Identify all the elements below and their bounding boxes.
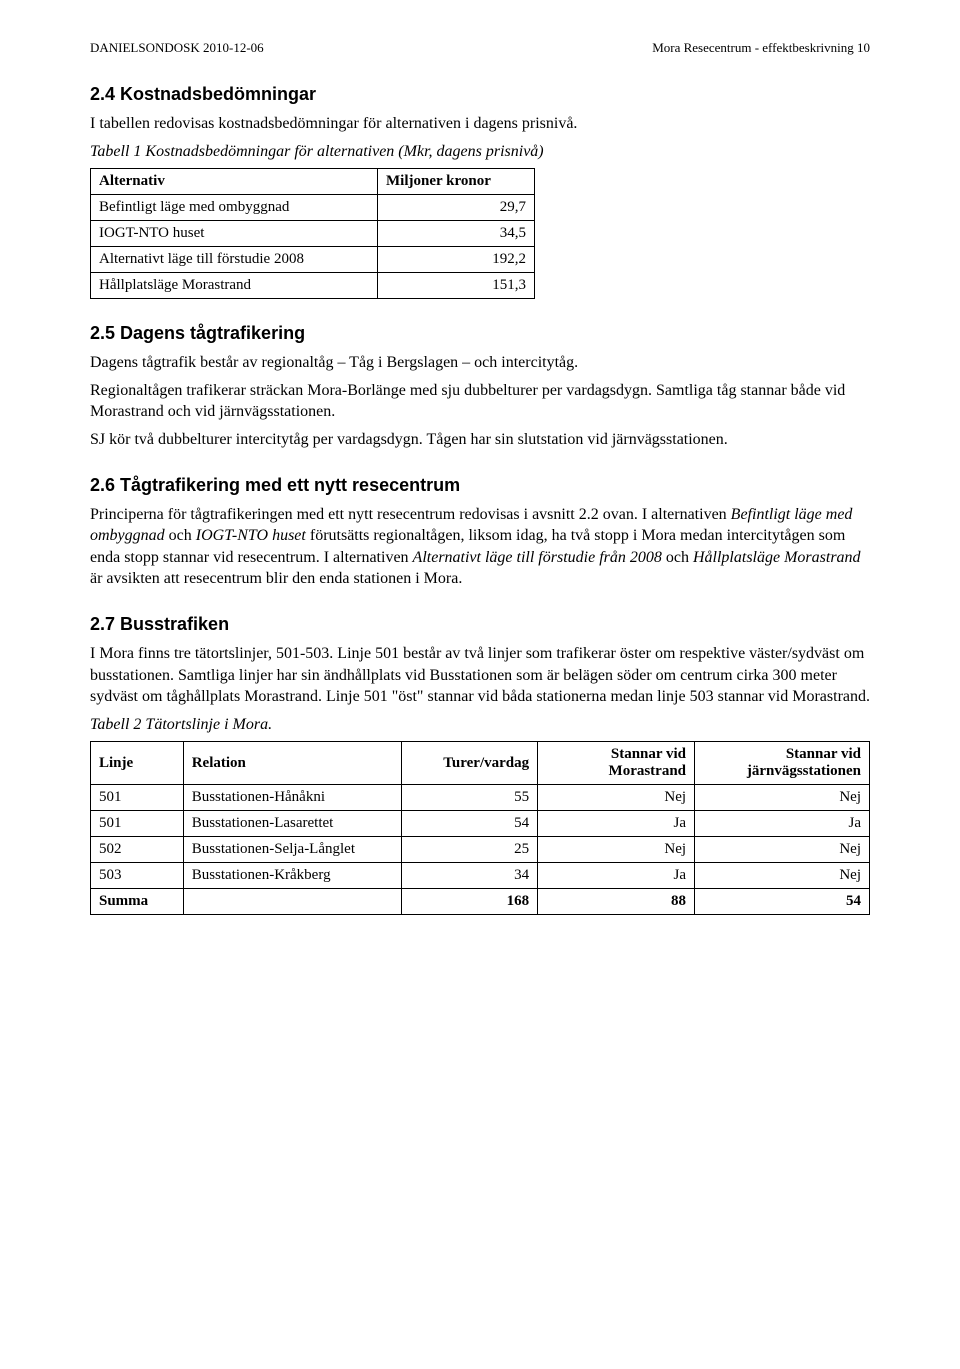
table-2-sum-row: Summa 168 88 54 — [91, 889, 870, 915]
t2-sum3: 88 — [538, 889, 695, 915]
t2-h2: Turer/vardag — [401, 742, 538, 785]
t2-r3c3: Ja — [538, 863, 695, 889]
table-2: Linje Relation Turer/vardag Stannar vid … — [90, 741, 870, 915]
t2-r0c0: 501 — [91, 785, 184, 811]
table-row: 503 Busstationen-Kråkberg 34 Ja Nej — [91, 863, 870, 889]
s26-d: IOGT-NTO huset — [196, 527, 306, 544]
t1-r2c1: 192,2 — [378, 247, 535, 273]
para-2-7-1: I Mora finns tre tätortslinjer, 501-503.… — [90, 643, 870, 708]
heading-2-7: 2.7 Busstrafiken — [90, 614, 870, 635]
t2-r0c2: 55 — [401, 785, 538, 811]
table-row: 501 Busstationen-Hånåkni 55 Nej Nej — [91, 785, 870, 811]
para-2-4-1: I tabellen redovisas kostnadsbedömningar… — [90, 113, 870, 135]
t1-r0c1: 29,7 — [378, 195, 535, 221]
t1-h1: Miljoner kronor — [378, 169, 535, 195]
t2-sum4: 54 — [695, 889, 870, 915]
t2-sum-label: Summa — [91, 889, 184, 915]
t2-r1c1: Busstationen-Lasarettet — [183, 811, 401, 837]
table1-caption: Tabell 1 Kostnadsbedömningar för alterna… — [90, 141, 870, 163]
s26-h: Hållplatsläge Morastrand — [693, 549, 861, 566]
t2-r3c2: 34 — [401, 863, 538, 889]
t1-r1c1: 34,5 — [378, 221, 535, 247]
t2-r1c2: 54 — [401, 811, 538, 837]
table2-caption: Tabell 2 Tätortslinje i Mora. — [90, 714, 870, 736]
t2-h3: Stannar vid Morastrand — [538, 742, 695, 785]
t2-r1c4: Ja — [695, 811, 870, 837]
table-row: Befintligt läge med ombyggnad 29,7 — [91, 195, 535, 221]
t2-r1c3: Ja — [538, 811, 695, 837]
t2-r3c1: Busstationen-Kråkberg — [183, 863, 401, 889]
t2-r1c0: 501 — [91, 811, 184, 837]
header-left: DANIELSONDOSK 2010-12-06 — [90, 40, 264, 56]
table-1-header-row: Alternativ Miljoner kronor — [91, 169, 535, 195]
t2-r2c3: Nej — [538, 837, 695, 863]
heading-2-6: 2.6 Tågtrafikering med ett nytt resecent… — [90, 475, 870, 496]
heading-2-4: 2.4 Kostnadsbedömningar — [90, 84, 870, 105]
s26-f: Alternativt läge till förstudie från 200… — [413, 549, 662, 566]
s26-g: och — [662, 549, 693, 566]
table-row: IOGT-NTO huset 34,5 — [91, 221, 535, 247]
table-row: 501 Busstationen-Lasarettet 54 Ja Ja — [91, 811, 870, 837]
table-row: Hållplatsläge Morastrand 151,3 — [91, 273, 535, 299]
t2-h1: Relation — [183, 742, 401, 785]
t2-r2c4: Nej — [695, 837, 870, 863]
t1-r2c0: Alternativt läge till förstudie 2008 — [91, 247, 378, 273]
t2-h0: Linje — [91, 742, 184, 785]
table-row: Alternativt läge till förstudie 2008 192… — [91, 247, 535, 273]
t2-sum-blank — [183, 889, 401, 915]
header-right: Mora Resecentrum - effektbeskrivning 10 — [652, 40, 870, 56]
t2-r3c0: 503 — [91, 863, 184, 889]
para-2-5-3: SJ kör två dubbelturer intercitytåg per … — [90, 429, 870, 451]
heading-2-5: 2.5 Dagens tågtrafikering — [90, 323, 870, 344]
t2-sum2: 168 — [401, 889, 538, 915]
t2-r3c4: Nej — [695, 863, 870, 889]
s26-i: är avsikten att resecentrum blir den end… — [90, 570, 462, 587]
t2-r2c1: Busstationen-Selja-Långlet — [183, 837, 401, 863]
t2-h4: Stannar vid järnvägsstationen — [695, 742, 870, 785]
t1-r1c0: IOGT-NTO huset — [91, 221, 378, 247]
t1-r3c1: 151,3 — [378, 273, 535, 299]
t2-r2c2: 25 — [401, 837, 538, 863]
table-1: Alternativ Miljoner kronor Befintligt lä… — [90, 168, 535, 299]
t2-r0c1: Busstationen-Hånåkni — [183, 785, 401, 811]
para-2-5-1: Dagens tågtrafik består av regionaltåg –… — [90, 352, 870, 374]
para-2-6: Principerna för tågtrafikeringen med ett… — [90, 504, 870, 590]
t1-r0c0: Befintligt läge med ombyggnad — [91, 195, 378, 221]
t1-r3c0: Hållplatsläge Morastrand — [91, 273, 378, 299]
s26-a: Principerna för tågtrafikeringen med ett… — [90, 506, 731, 523]
t2-r2c0: 502 — [91, 837, 184, 863]
page-header: DANIELSONDOSK 2010-12-06 Mora Resecentru… — [90, 40, 870, 56]
s26-c: och — [165, 527, 196, 544]
t2-r0c4: Nej — [695, 785, 870, 811]
table-row: 502 Busstationen-Selja-Långlet 25 Nej Ne… — [91, 837, 870, 863]
para-2-5-2: Regionaltågen trafikerar sträckan Mora-B… — [90, 380, 870, 423]
table-2-header-row: Linje Relation Turer/vardag Stannar vid … — [91, 742, 870, 785]
document-page: DANIELSONDOSK 2010-12-06 Mora Resecentru… — [0, 0, 960, 985]
t2-r0c3: Nej — [538, 785, 695, 811]
t1-h0: Alternativ — [91, 169, 378, 195]
